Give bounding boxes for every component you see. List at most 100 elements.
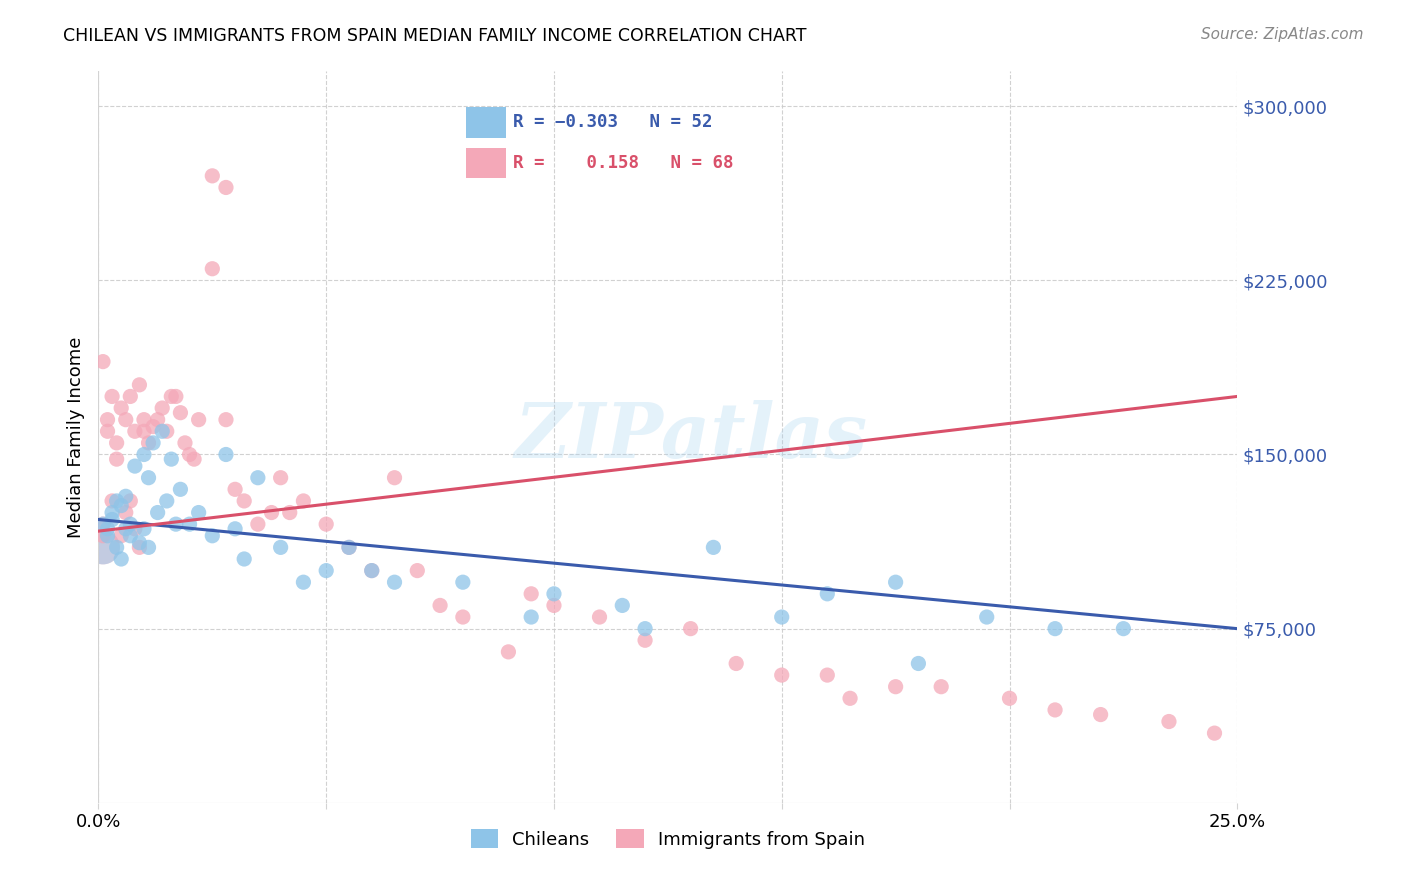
Point [187,506,209,520]
Point [270,541,292,555]
Point [520,610,543,624]
Point [384,471,406,485]
Point [179,517,201,532]
Point [120,389,142,403]
Point [215,448,238,462]
Point [91,541,114,555]
Point [224,522,246,536]
Point [91,517,114,532]
Point [315,517,337,532]
Point [215,412,238,426]
Point [270,471,292,485]
Point [114,506,136,520]
Point [160,389,183,403]
Point [292,575,315,590]
Point [91,354,114,368]
Point [337,541,360,555]
Point [884,575,907,590]
Point [110,499,132,513]
Point [105,436,128,450]
Point [120,517,142,532]
Point [138,436,160,450]
Point [451,575,474,590]
Point [101,512,124,526]
Point [1204,726,1226,740]
Point [101,506,124,520]
Point [1112,622,1135,636]
Point [246,471,269,485]
Point [142,436,165,450]
Point [114,412,136,426]
Point [246,517,269,532]
Legend: Chileans, Immigrants from Spain: Chileans, Immigrants from Spain [464,822,872,856]
Point [634,622,657,636]
Point [1090,707,1112,722]
Point [725,657,748,671]
Point [406,564,429,578]
Point [105,452,128,467]
Point [165,517,187,532]
Point [150,424,173,438]
Point [96,424,118,438]
Point [815,668,838,682]
Point [138,471,160,485]
Point [884,680,907,694]
Point [160,452,183,467]
Text: Source: ZipAtlas.com: Source: ZipAtlas.com [1201,27,1364,42]
Point [770,610,793,624]
Point [260,506,283,520]
Point [146,412,169,426]
Point [233,494,256,508]
Text: ZIPatlas: ZIPatlas [515,401,868,474]
Point [91,529,114,543]
Y-axis label: Median Family Income: Median Family Income [66,336,84,538]
Point [384,575,406,590]
Point [128,541,150,555]
Point [146,506,169,520]
Point [201,169,224,183]
Point [201,261,224,276]
Point [128,535,150,549]
Point [1157,714,1180,729]
Point [124,522,146,536]
Point [612,599,634,613]
Point [105,494,128,508]
Point [183,452,205,467]
Point [132,448,155,462]
Point [105,541,128,555]
Point [156,424,179,438]
Point [215,180,238,194]
Point [634,633,657,648]
Point [929,680,952,694]
Point [233,552,256,566]
Point [128,377,150,392]
Point [815,587,838,601]
Point [132,412,155,426]
Point [976,610,998,624]
Point [588,610,610,624]
Point [702,541,724,555]
Point [907,657,929,671]
Point [292,494,315,508]
Point [839,691,862,706]
Point [278,506,301,520]
Point [187,412,209,426]
Point [138,541,160,555]
Point [543,587,565,601]
Point [429,599,451,613]
Point [543,599,565,613]
Point [360,564,382,578]
Point [124,459,146,474]
Point [337,541,360,555]
Point [360,564,382,578]
Point [498,645,520,659]
Point [520,587,543,601]
Point [315,564,337,578]
Point [169,483,191,497]
Point [132,424,155,438]
Point [120,494,142,508]
Point [91,541,114,555]
Text: CHILEAN VS IMMIGRANTS FROM SPAIN MEDIAN FAMILY INCOME CORRELATION CHART: CHILEAN VS IMMIGRANTS FROM SPAIN MEDIAN … [63,27,807,45]
Point [169,406,191,420]
Point [110,529,132,543]
